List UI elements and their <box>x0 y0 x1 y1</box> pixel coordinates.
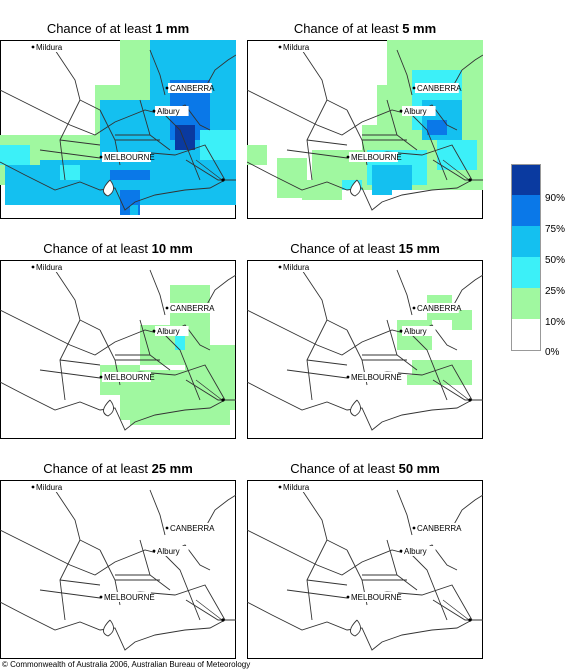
legend-swatch-0 <box>511 319 541 351</box>
copyright-footer: © Commonwealth of Australia 2006, Austra… <box>2 660 251 669</box>
panel-title-25mm: Chance of at least 25 mm <box>43 461 193 476</box>
map-panel-10mm: Mildura CANBERRA Albury MELBOURNE <box>0 260 236 439</box>
place-label-melbourne: MELBOURNE <box>351 153 402 162</box>
place-label-canberra: CANBERRA <box>417 84 462 93</box>
legend-label-50: 50% <box>545 255 566 266</box>
place-label-canberra: CANBERRA <box>417 524 462 533</box>
legend-label-0: 0% <box>545 347 560 358</box>
place-label-mildura: Mildura <box>283 483 310 492</box>
legend-label-90: 90% <box>545 193 566 204</box>
panel-title-1mm: Chance of at least 1 mm <box>46 21 190 36</box>
place-label-albury: Albury <box>404 107 427 116</box>
legend-swatch-50 <box>511 226 541 257</box>
place-label-melbourne: MELBOURNE <box>104 153 155 162</box>
place-label-albury: Albury <box>157 327 180 336</box>
map-panel-15mm: Mildura CANBERRA Albury MELBOURNE <box>247 260 483 439</box>
place-label-melbourne: MELBOURNE <box>351 373 402 382</box>
legend-label-75: 75% <box>545 224 566 235</box>
map-panel-5mm: Mildura CANBERRA Albury MELBOURNE <box>247 40 483 219</box>
legend-swatch-90 <box>511 164 541 196</box>
place-label-canberra: CANBERRA <box>170 84 215 93</box>
map-panel-50mm: Mildura CANBERRA Albury MELBOURNE <box>247 480 483 659</box>
place-label-albury: Albury <box>157 547 180 556</box>
map-panel-25mm: Mildura CANBERRA Albury MELBOURNE <box>0 480 236 659</box>
place-label-melbourne: MELBOURNE <box>104 373 155 382</box>
place-label-mildura: Mildura <box>36 263 63 272</box>
place-label-melbourne: MELBOURNE <box>351 593 402 602</box>
place-label-canberra: CANBERRA <box>170 524 215 533</box>
place-label-albury: Albury <box>404 547 427 556</box>
panel-title-50mm: Chance of at least 50 mm <box>290 461 440 476</box>
panel-title-15mm: Chance of at least 15 mm <box>290 241 440 256</box>
legend-swatch-10 <box>511 288 541 319</box>
place-label-canberra: CANBERRA <box>417 304 462 313</box>
place-label-mildura: Mildura <box>36 43 63 52</box>
legend-label-10: 10% <box>545 317 566 328</box>
place-label-albury: Albury <box>157 107 180 116</box>
map-panel-1mm: Mildura CANBERRA Albury MELBOURNE <box>0 40 236 219</box>
legend-label-25: 25% <box>545 286 566 297</box>
place-label-albury: Albury <box>404 327 427 336</box>
panel-title-10mm: Chance of at least 10 mm <box>43 241 193 256</box>
legend-swatch-25 <box>511 257 541 288</box>
legend-swatch-75 <box>511 195 541 226</box>
place-label-mildura: Mildura <box>36 483 63 492</box>
place-label-mildura: Mildura <box>283 263 310 272</box>
panel-title-5mm: Chance of at least 5 mm <box>293 21 437 36</box>
place-label-canberra: CANBERRA <box>170 304 215 313</box>
place-label-mildura: Mildura <box>283 43 310 52</box>
place-label-melbourne: MELBOURNE <box>104 593 155 602</box>
